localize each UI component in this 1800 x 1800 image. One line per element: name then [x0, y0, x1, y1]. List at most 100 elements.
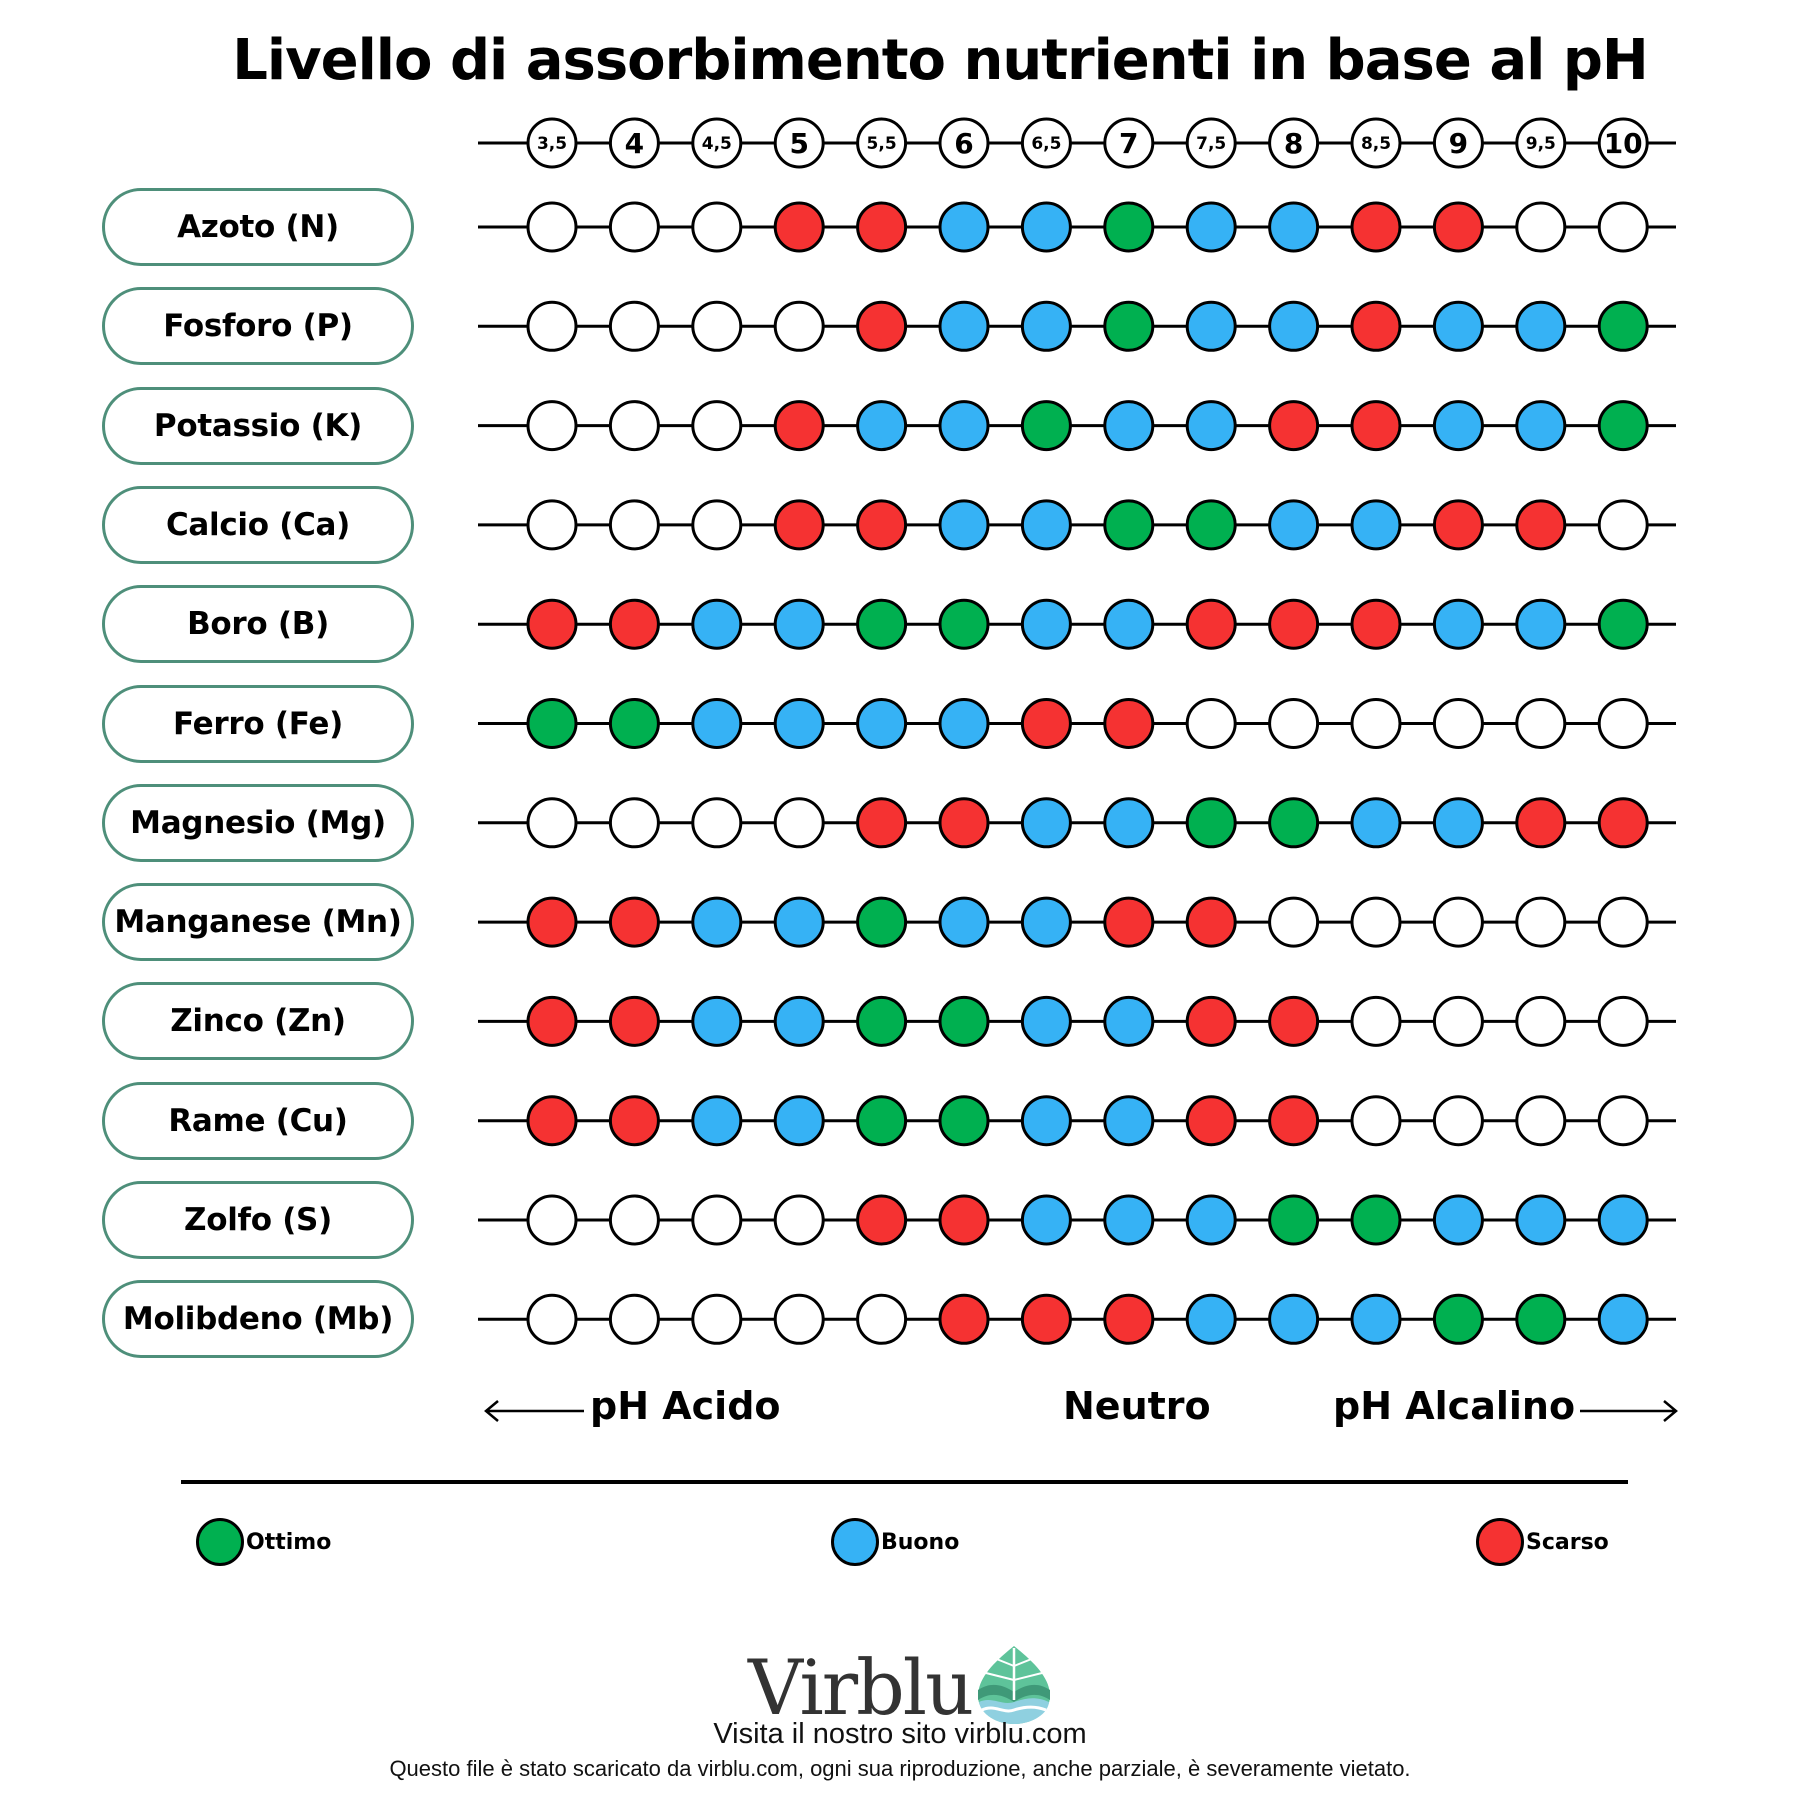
xlabel-acid-text: pH Acido [590, 1384, 781, 1428]
cell-none [1350, 698, 1402, 749]
cell-buono [773, 698, 825, 749]
cell-scarso [938, 797, 990, 849]
ph-tick-circle [1103, 117, 1155, 169]
cell-scarso [1432, 201, 1484, 253]
cell-buono [1432, 797, 1484, 849]
cell-none [1432, 995, 1484, 1047]
cell-scarso [1515, 499, 1567, 551]
cell-ottimo [1432, 1293, 1484, 1345]
cell-scarso [1268, 995, 1320, 1047]
cell-scarso [1350, 598, 1402, 650]
cell-scarso [1020, 698, 1072, 749]
cell-none [526, 1194, 578, 1246]
cell-ottimo [1268, 1194, 1320, 1246]
cell-none [1515, 896, 1567, 948]
cell-ottimo [1597, 300, 1649, 352]
cell-none [1597, 499, 1649, 551]
cell-scarso [1350, 201, 1402, 253]
cell-none [1597, 201, 1649, 253]
ph-tick-circle [938, 117, 990, 169]
cell-scarso [856, 300, 908, 352]
cell-ottimo [1103, 300, 1155, 352]
legend-label: Buono [881, 1529, 960, 1555]
cell-buono [1268, 499, 1320, 551]
cell-scarso [526, 1095, 578, 1147]
cell-scarso [526, 896, 578, 948]
cell-scarso [608, 1095, 660, 1147]
nutrient-label: Azoto (N) [102, 188, 414, 266]
cell-none [773, 300, 825, 352]
cell-buono [1268, 201, 1320, 253]
nutrient-label: Boro (B) [102, 585, 414, 664]
cell-buono [1597, 1293, 1649, 1345]
ph-tick-label: 8,5 [1361, 134, 1391, 154]
cell-buono [1020, 201, 1072, 253]
cell-buono [773, 598, 825, 650]
cell-none [526, 499, 578, 551]
ph-tick-label: 6 [954, 127, 973, 160]
nutrient-label: Molibdeno (Mb) [102, 1280, 414, 1359]
cell-buono [1103, 598, 1155, 650]
cell-buono [938, 499, 990, 551]
cell-ottimo [608, 698, 660, 749]
ph-tick-label: 10 [1604, 127, 1643, 160]
ph-tick-circle [1268, 117, 1320, 169]
cell-buono [1020, 499, 1072, 551]
cell-scarso [1597, 797, 1649, 849]
cell-ottimo [856, 995, 908, 1047]
ph-tick-label: 4,5 [702, 134, 732, 154]
cell-scarso [1350, 400, 1402, 452]
cell-ottimo [938, 1095, 990, 1147]
cell-ottimo [856, 598, 908, 650]
cell-ottimo [526, 698, 578, 749]
cell-ottimo [1185, 499, 1237, 551]
cell-none [608, 400, 660, 452]
cell-buono [1103, 1095, 1155, 1147]
nutrient-label: Magnesio (Mg) [102, 783, 414, 862]
ph-tick-label: 9 [1449, 127, 1468, 160]
cell-scarso [1103, 1293, 1155, 1345]
nutrient-label: Rame (Cu) [102, 1081, 414, 1160]
cell-buono [938, 698, 990, 749]
cell-buono [1350, 499, 1402, 551]
ph-tick-circle [1432, 117, 1484, 169]
ph-tick-label: 3,5 [537, 134, 567, 154]
cell-buono [1185, 1194, 1237, 1246]
cell-ottimo [1515, 1293, 1567, 1345]
cell-scarso [856, 499, 908, 551]
arrow-right-icon [1580, 1400, 1678, 1422]
cell-ottimo [856, 1095, 908, 1147]
cell-none [1268, 698, 1320, 749]
cell-buono [773, 896, 825, 948]
cell-none [1185, 698, 1237, 749]
ph-tick-label: 8 [1284, 127, 1303, 160]
cell-none [691, 1194, 743, 1246]
cell-none [608, 1293, 660, 1345]
cell-scarso [1432, 499, 1484, 551]
cell-buono [773, 995, 825, 1047]
cell-none [1350, 896, 1402, 948]
cell-none [1432, 1095, 1484, 1147]
legend-dot-ottimo [196, 1518, 244, 1566]
cell-buono [1103, 995, 1155, 1047]
cell-none [691, 499, 743, 551]
cell-buono [1515, 598, 1567, 650]
cell-buono [938, 300, 990, 352]
xlabel-neutral: Neutro [1063, 1384, 1211, 1428]
ph-tick-label: 7 [1119, 127, 1138, 160]
cell-buono [1515, 400, 1567, 452]
xlabel-acid: pH Acido [590, 1384, 781, 1428]
cell-none [1597, 1095, 1649, 1147]
ph-tick-circle [1515, 117, 1567, 169]
ph-tick-label: 7,5 [1196, 134, 1226, 154]
cell-scarso [526, 995, 578, 1047]
cell-none [1268, 896, 1320, 948]
cell-scarso [856, 1194, 908, 1246]
cell-scarso [773, 400, 825, 452]
cell-buono [1020, 896, 1072, 948]
cell-ottimo [1350, 1194, 1402, 1246]
cell-none [773, 1293, 825, 1345]
cell-scarso [608, 896, 660, 948]
cell-none [856, 1293, 908, 1345]
